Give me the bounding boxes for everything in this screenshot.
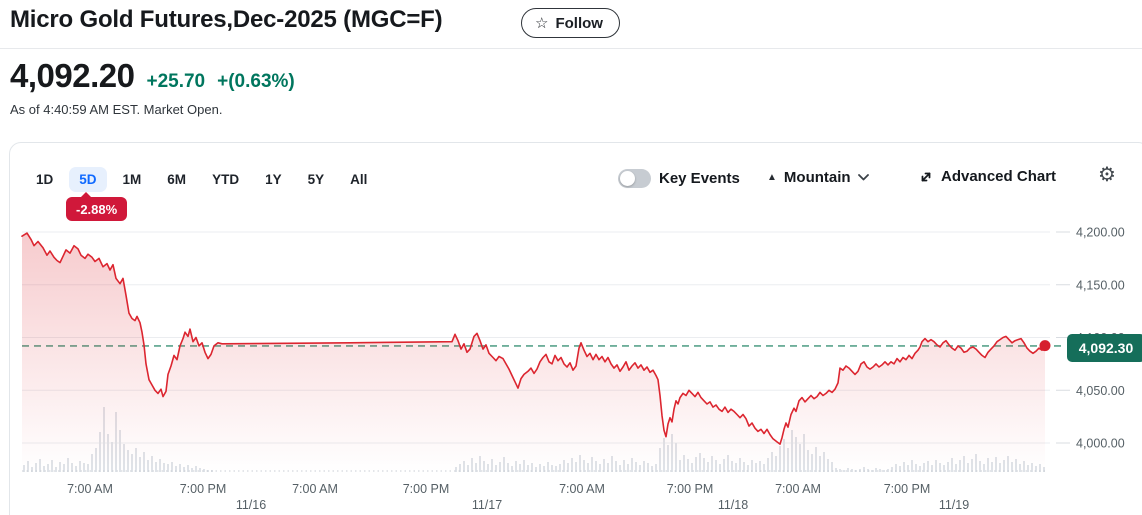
svg-text:7:00 AM: 7:00 AM — [292, 482, 338, 496]
svg-text:11/18: 11/18 — [718, 498, 748, 512]
svg-text:11/19: 11/19 — [939, 498, 969, 512]
range-tab-5y[interactable]: 5Y — [307, 171, 325, 187]
svg-text:11/16: 11/16 — [236, 498, 266, 512]
gear-icon[interactable]: ⚙ — [1098, 164, 1116, 186]
current-price-pill: 4,092.30 — [1067, 334, 1142, 362]
range-badge-pointer — [80, 192, 92, 198]
svg-text:7:00 AM: 7:00 AM — [775, 482, 821, 496]
mountain-icon: ▲ — [767, 171, 777, 183]
chart-type-dropdown[interactable]: ▲ Mountain — [767, 169, 869, 186]
range-tab-5d[interactable]: 5D — [69, 166, 107, 192]
range-tab-1m[interactable]: 1M — [122, 171, 142, 187]
follow-label: Follow — [555, 14, 603, 32]
advanced-chart-label: Advanced Chart — [941, 168, 1057, 185]
page-title: Micro Gold Futures,Dec-2025 (MGC=F) — [10, 6, 443, 33]
svg-text:7:00 AM: 7:00 AM — [559, 482, 605, 496]
as-of-timestamp: As of 4:40:59 AM EST. Market Open. — [10, 102, 223, 117]
range-tabs: 1D 5D 1M 6M YTD 1Y 5Y All — [36, 166, 367, 192]
svg-text:7:00 PM: 7:00 PM — [884, 482, 931, 496]
svg-text:4,000.00: 4,000.00 — [1076, 437, 1125, 451]
range-tab-6m[interactable]: 6M — [167, 171, 187, 187]
expand-diagonal-icon — [921, 172, 931, 181]
key-events-label: Key Events — [659, 170, 740, 187]
svg-text:4,200.00: 4,200.00 — [1076, 226, 1125, 240]
advanced-chart-button[interactable]: Advanced Chart — [919, 168, 1056, 185]
toggle-knob — [620, 171, 635, 186]
price-change-percent: +(0.63%) — [217, 71, 295, 92]
header-divider — [0, 48, 1142, 49]
svg-text:11/17: 11/17 — [472, 498, 502, 512]
follow-button[interactable]: ☆ Follow — [521, 8, 620, 38]
svg-text:4,150.00: 4,150.00 — [1076, 278, 1125, 292]
chart-type-label: Mountain — [783, 169, 851, 186]
range-tab-1y[interactable]: 1Y — [265, 171, 282, 187]
svg-text:7:00 PM: 7:00 PM — [403, 482, 450, 496]
star-icon: ☆ — [535, 14, 549, 32]
price-change: +25.70 — [146, 71, 206, 92]
key-events-toggle[interactable] — [618, 169, 651, 188]
range-tab-ytd[interactable]: YTD — [212, 171, 240, 187]
range-change-badge: -2.88% — [66, 197, 128, 221]
svg-text:7:00 AM: 7:00 AM — [67, 482, 113, 496]
chevron-down-icon — [857, 174, 869, 181]
current-price: 4,092.20 — [10, 57, 135, 94]
range-tab-all[interactable]: All — [350, 171, 368, 187]
svg-text:7:00 PM: 7:00 PM — [180, 482, 227, 496]
svg-text:4,050.00: 4,050.00 — [1076, 384, 1125, 398]
svg-text:7:00 PM: 7:00 PM — [667, 482, 714, 496]
range-tab-1d[interactable]: 1D — [36, 171, 54, 187]
price-row: 4,092.20 +25.70 +(0.63%) — [10, 57, 295, 95]
